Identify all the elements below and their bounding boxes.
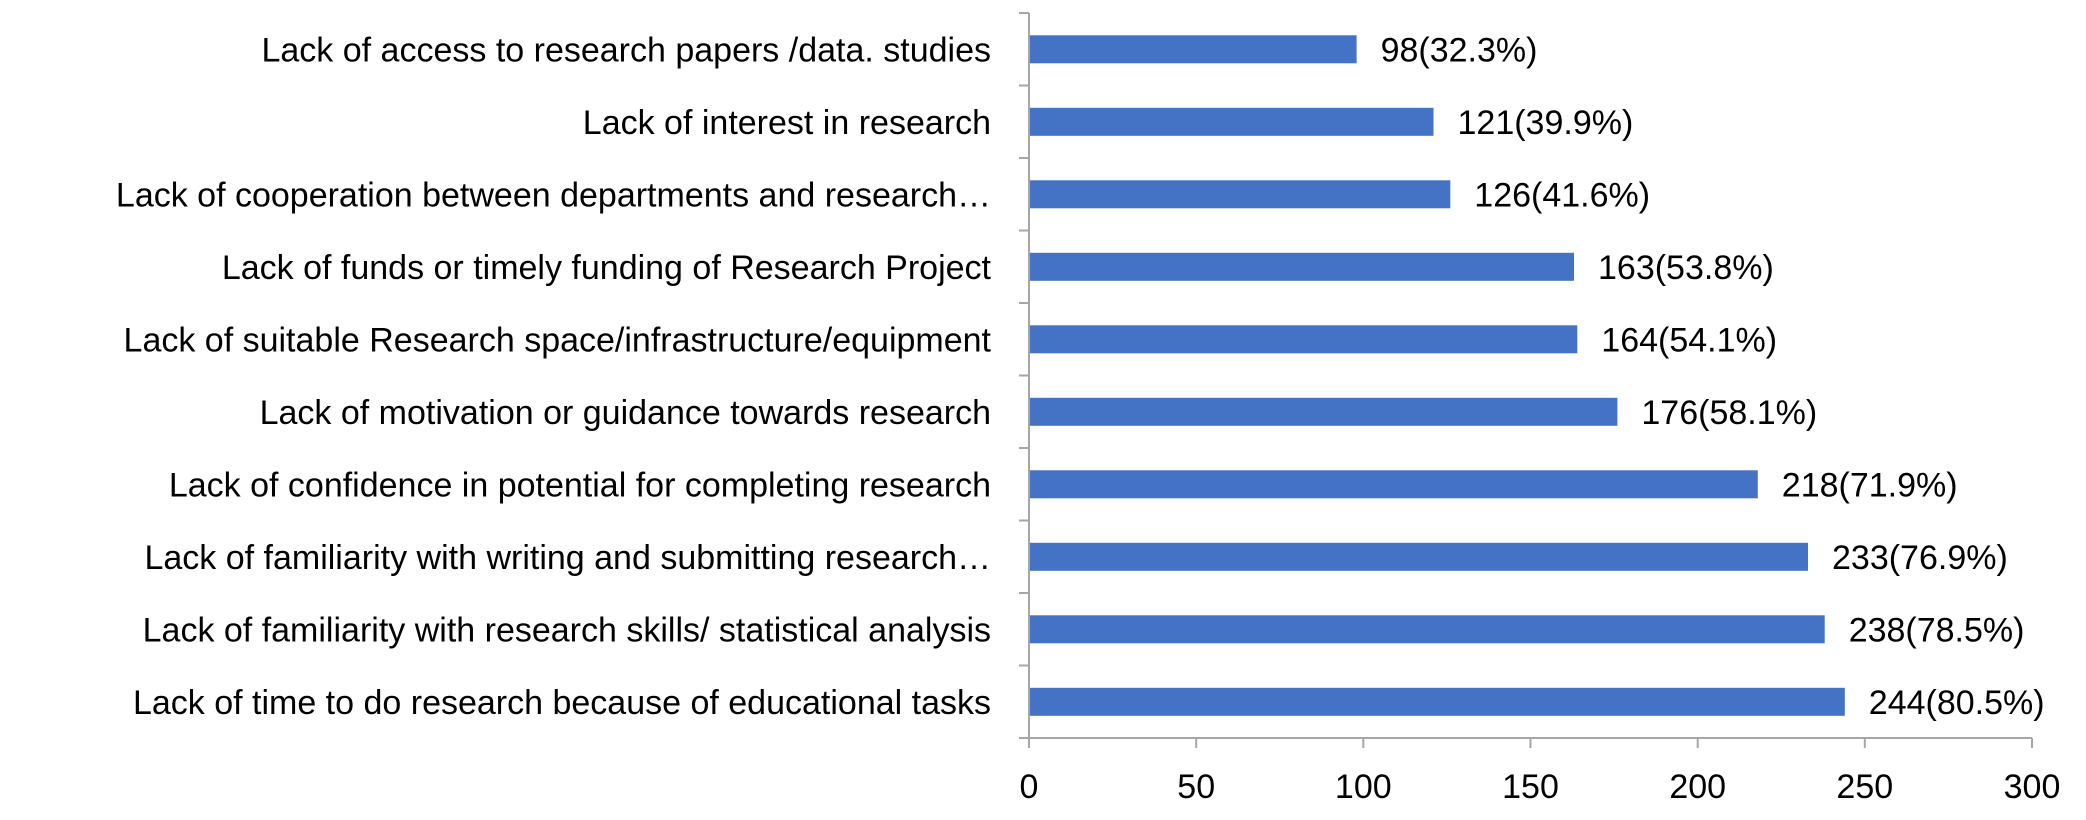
category-label-2: Lack of cooperation between departments … <box>116 176 991 214</box>
data-label-6: 218(71.9%) <box>1782 466 1958 504</box>
data-label-0: 98(32.3%) <box>1381 31 1538 69</box>
bar-0 <box>1029 35 1357 64</box>
bar-8 <box>1029 615 1825 644</box>
data-label-8: 238(78.5%) <box>1849 611 2025 649</box>
bar-3 <box>1029 252 1574 281</box>
category-label-5: Lack of motivation or guidance towards r… <box>260 394 991 432</box>
x-tick-label-1: 50 <box>1177 768 1215 806</box>
bars-layer <box>1029 35 1845 716</box>
data-label-7: 233(76.9%) <box>1832 539 2008 577</box>
x-tick-label-6: 300 <box>2004 768 2061 806</box>
x-tick-label-3: 150 <box>1502 768 1559 806</box>
bar-2 <box>1029 180 1451 209</box>
category-label-3: Lack of funds or timely funding of Resea… <box>222 249 992 287</box>
bar-1 <box>1029 107 1434 136</box>
data-label-5: 176(58.1%) <box>1641 394 1817 432</box>
x-tick-label-4: 200 <box>1669 768 1726 806</box>
data-label-1: 121(39.9%) <box>1458 104 1634 142</box>
bar-9 <box>1029 687 1845 716</box>
category-label-1: Lack of interest in research <box>583 104 991 142</box>
bar-4 <box>1029 325 1578 354</box>
bar-7 <box>1029 542 1808 571</box>
data-label-2: 126(41.6%) <box>1474 176 1650 214</box>
category-label-8: Lack of familiarity with research skills… <box>143 611 991 649</box>
category-label-7: Lack of familiarity with writing and sub… <box>144 539 991 577</box>
x-tick-label-2: 100 <box>1335 768 1392 806</box>
bar-6 <box>1029 470 1758 499</box>
bar-5 <box>1029 397 1618 426</box>
category-label-6: Lack of confidence in potential for comp… <box>169 466 991 504</box>
category-label-0: Lack of access to research papers /data.… <box>261 31 991 69</box>
labels-layer: Lack of access to research papers /data.… <box>116 31 2060 806</box>
x-tick-label-0: 0 <box>1020 768 1039 806</box>
category-label-9: Lack of time to do research because of e… <box>133 684 991 722</box>
x-tick-label-5: 250 <box>1836 768 1893 806</box>
data-label-9: 244(80.5%) <box>1869 684 2045 722</box>
data-label-4: 164(54.1%) <box>1601 321 1777 359</box>
category-label-4: Lack of suitable Research space/infrastr… <box>124 321 992 359</box>
data-label-3: 163(53.8%) <box>1598 249 1774 287</box>
axes-layer <box>1019 12 2033 748</box>
